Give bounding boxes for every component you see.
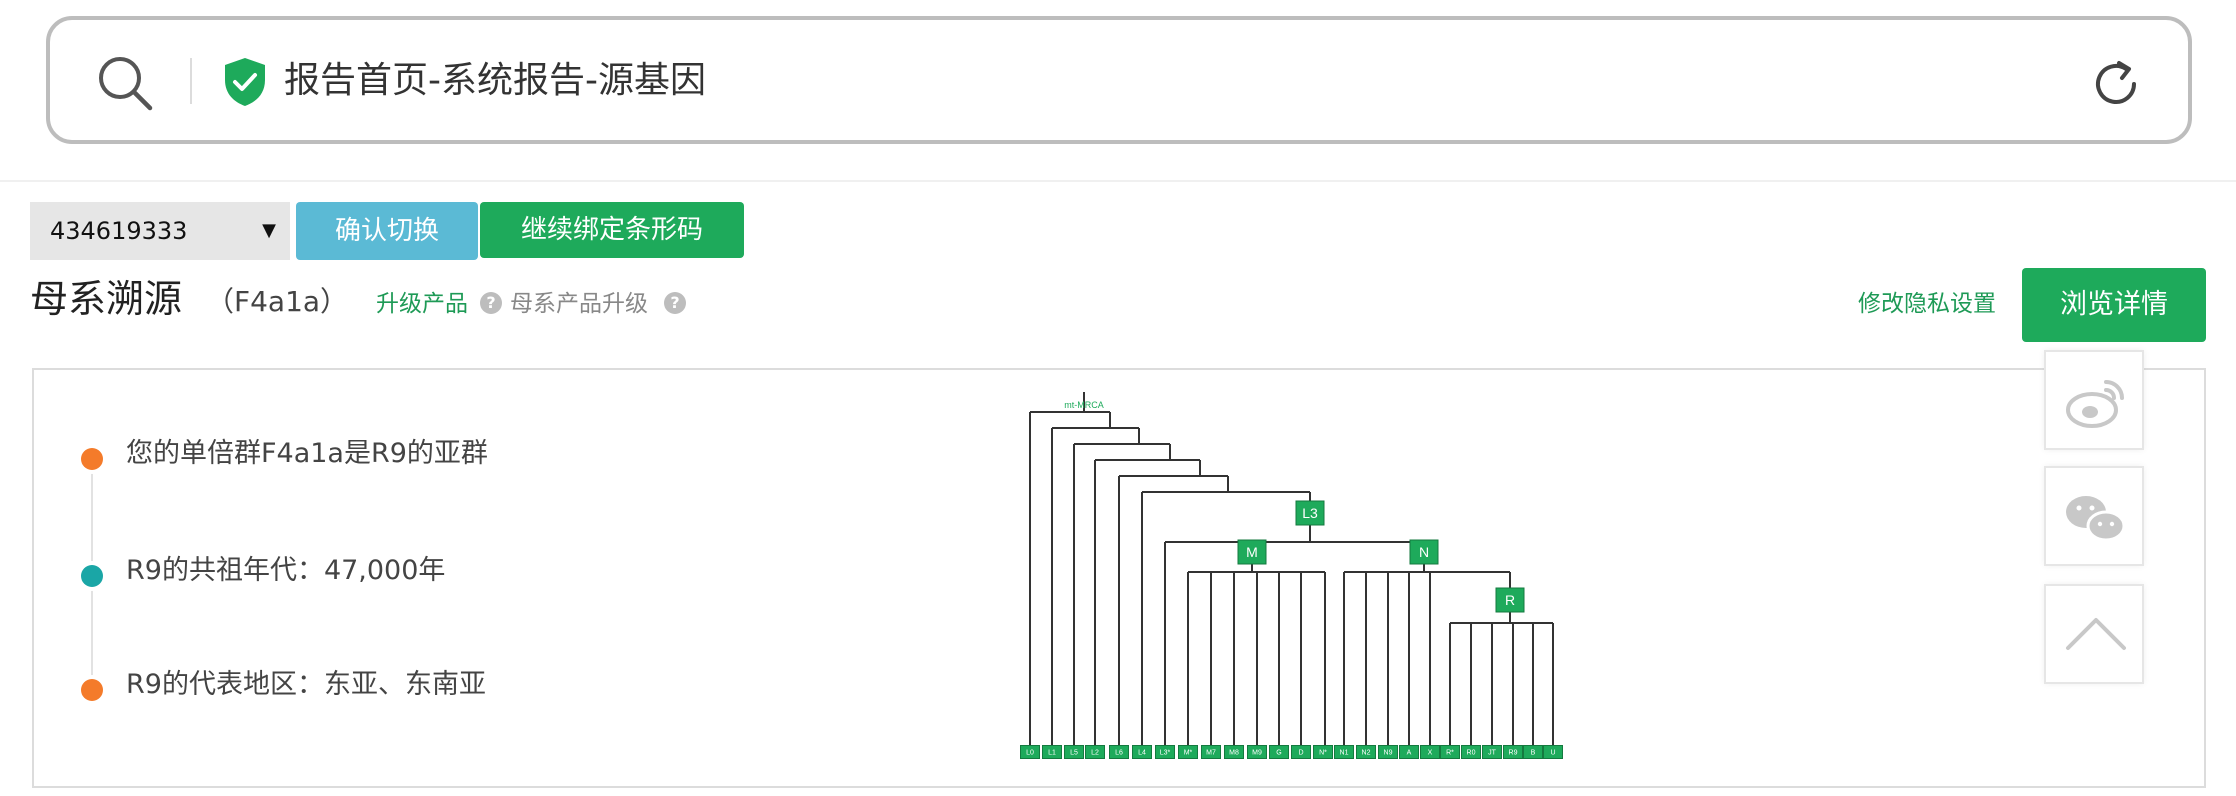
tree-leaf: L2 <box>1085 745 1105 759</box>
shield-check-icon <box>225 58 265 106</box>
tree-leaf: L4 <box>1132 745 1152 759</box>
maternal-upgrade-label: 母系产品升级 <box>510 291 648 317</box>
timeline-dot <box>81 448 103 470</box>
tree-node-N: N <box>1409 539 1439 565</box>
timeline-dot <box>81 679 103 701</box>
svg-text:L0: L0 <box>1026 750 1034 757</box>
tree-leaf: N9 <box>1378 745 1398 759</box>
svg-text:L3: L3 <box>1302 505 1318 521</box>
svg-text:U: U <box>1550 750 1555 757</box>
svg-text:R9: R9 <box>1509 750 1518 757</box>
tree-leaf: R* <box>1440 745 1460 759</box>
svg-text:N9: N9 <box>1384 750 1393 757</box>
tree-leaf: N2 <box>1356 745 1376 759</box>
svg-text:M*: M* <box>1184 750 1193 757</box>
help-icon[interactable]: ? <box>480 292 502 314</box>
tree-leaf: X <box>1420 745 1440 759</box>
tree-leaf: D <box>1291 745 1311 759</box>
tree-leaf: U <box>1543 745 1563 759</box>
svg-text:R*: R* <box>1446 750 1454 757</box>
help-icon[interactable]: ? <box>664 292 686 314</box>
page-title: 报告首页-系统报告-源基因 <box>284 60 706 101</box>
svg-text:L1: L1 <box>1048 750 1056 757</box>
svg-text:R0: R0 <box>1467 750 1476 757</box>
haplogroup-label: （F4a1a） <box>206 285 349 318</box>
browser-top-bar: 报告首页-系统报告-源基因 <box>0 0 2236 182</box>
tree-node-M: M <box>1237 539 1267 565</box>
svg-text:L6: L6 <box>1115 750 1123 757</box>
svg-text:D: D <box>1298 750 1303 757</box>
tree-leaf: M8 <box>1224 745 1244 759</box>
svg-text:N*: N* <box>1319 750 1327 757</box>
tree-leaf: M9 <box>1247 745 1267 759</box>
timeline-dot <box>81 565 103 587</box>
address-separator <box>190 58 192 104</box>
search-icon[interactable] <box>96 54 154 112</box>
svg-text:M8: M8 <box>1229 750 1239 757</box>
tree-leaf: L3* <box>1155 745 1175 759</box>
tree-leaf: JT <box>1482 745 1502 759</box>
confirm-switch-button[interactable]: 确认切换 <box>296 202 478 260</box>
timeline-item: 您的单倍群F4a1a是R9的亚群 <box>126 438 488 469</box>
svg-text:L3*: L3* <box>1160 750 1171 757</box>
barcode-select-value: 434619333 <box>50 217 188 245</box>
tree-leaf: B <box>1523 745 1543 759</box>
svg-text:M9: M9 <box>1252 750 1262 757</box>
mtdna-tree-diagram: L3 M N R L0 L1 L5 L2 L6 L4 L3* M* M7 M8 M9 G D N* N1 N2 N9 A… <box>1020 392 1563 759</box>
svg-text:R: R <box>1505 592 1515 608</box>
chevron-up-icon <box>2066 618 2126 650</box>
section-title: 母系溯源 <box>30 277 183 321</box>
address-bar[interactable]: 报告首页-系统报告-源基因 <box>46 16 2192 144</box>
svg-text:X: X <box>1428 750 1433 757</box>
weibo-icon <box>2066 380 2124 428</box>
dropdown-arrow-icon: ▼ <box>262 220 276 241</box>
tree-node-L3: L3 <box>1295 500 1325 526</box>
tree-leaf: L1 <box>1042 745 1062 759</box>
reload-icon[interactable] <box>2088 56 2144 112</box>
svg-text:L5: L5 <box>1070 750 1078 757</box>
svg-text:N2: N2 <box>1362 750 1371 757</box>
tree-leaf: L0 <box>1020 745 1040 759</box>
tree-leaf: N1 <box>1334 745 1354 759</box>
barcode-select[interactable]: 434619333 ▼ <box>30 202 290 260</box>
tree-root-label: mt-MRCA <box>1064 400 1104 410</box>
svg-text:A: A <box>1407 750 1412 757</box>
svg-text:M7: M7 <box>1206 750 1216 757</box>
svg-text:L2: L2 <box>1091 750 1099 757</box>
timeline-item: R9的代表地区：东亚、东南亚 <box>126 669 486 700</box>
share-weibo-button[interactable] <box>2044 350 2144 450</box>
tree-leaf: R0 <box>1461 745 1481 759</box>
tree-leaf: L5 <box>1064 745 1084 759</box>
share-wechat-button[interactable] <box>2044 466 2144 566</box>
wechat-icon <box>2066 496 2126 542</box>
svg-text:N1: N1 <box>1340 750 1349 757</box>
svg-text:N: N <box>1419 544 1429 560</box>
tree-leaf: R9 <box>1503 745 1523 759</box>
tree-leaf: M* <box>1178 745 1198 759</box>
timeline-item: R9的共祖年代：47,000年 <box>126 555 446 586</box>
svg-text:JT: JT <box>1488 750 1497 757</box>
upgrade-product-link[interactable]: 升级产品 <box>376 291 468 317</box>
tree-node-R: R <box>1495 587 1525 613</box>
continue-bind-barcode-button[interactable]: 继续绑定条形码 <box>480 202 744 258</box>
tree-leaf: G <box>1269 745 1289 759</box>
svg-text:B: B <box>1531 750 1536 757</box>
svg-text:G: G <box>1276 750 1281 757</box>
back-to-top-button[interactable] <box>2044 584 2144 684</box>
tree-leaf: L6 <box>1109 745 1129 759</box>
privacy-settings-link[interactable]: 修改隐私设置 <box>1858 291 1996 317</box>
svg-text:L4: L4 <box>1138 750 1146 757</box>
svg-text:M: M <box>1246 544 1258 560</box>
tree-leaf: A <box>1399 745 1419 759</box>
view-details-button[interactable]: 浏览详情 <box>2022 268 2206 342</box>
tree-leaf: N* <box>1313 745 1333 759</box>
tree-leaf: M7 <box>1201 745 1221 759</box>
